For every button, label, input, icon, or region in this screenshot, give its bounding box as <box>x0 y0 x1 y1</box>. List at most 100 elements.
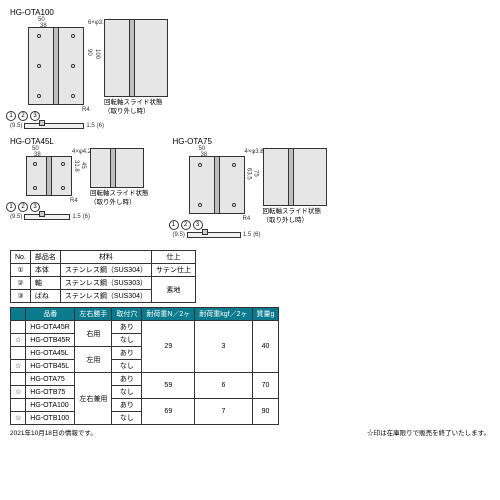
spec-cell: 29 <box>142 321 195 373</box>
hinge-slide-ota75 <box>263 148 327 206</box>
mat-cell: 素地 <box>151 277 195 303</box>
mat-cell: ③ <box>11 290 31 303</box>
mat-cell: サテン仕上 <box>151 264 195 277</box>
spec-cell: 7 <box>195 399 252 425</box>
hinge-front-ota100 <box>28 27 84 105</box>
spec-cell: HG-OTA75 <box>26 373 75 386</box>
spec-header: 質量g <box>252 308 279 321</box>
side-b: (6) <box>253 232 260 238</box>
spec-header <box>11 308 26 321</box>
spec-header: 耐荷重N／2ヶ <box>142 308 195 321</box>
spec-cell: 70 <box>252 373 279 399</box>
spec-cell <box>11 321 26 334</box>
spec-cell: HG-OTA45L <box>26 347 75 360</box>
callout-2: 2 <box>18 202 28 212</box>
mat-cell: 軸 <box>30 277 60 290</box>
mat-cell: ステンレス鋼（SUS304） <box>60 264 151 277</box>
callouts-ota75: 1 2 3 <box>169 220 203 230</box>
mat-cell: ② <box>11 277 31 290</box>
hinge-front-ota75 <box>189 156 245 214</box>
side-view-ota75: (9.5) 1.5 (6) <box>173 232 327 238</box>
side-a: (9.5) <box>10 214 22 220</box>
spec-cell: 3 <box>195 321 252 373</box>
dim-w2: 38 <box>34 152 41 158</box>
spec-header: 耐荷重kgf／2ヶ <box>195 308 252 321</box>
mat-header: 仕上 <box>151 251 195 264</box>
spec-cell: ☆ <box>11 412 26 425</box>
spec-header: 取付穴 <box>112 308 142 321</box>
callout-1: 1 <box>6 202 16 212</box>
callouts-ota100: 1 2 3 <box>6 111 40 121</box>
spec-cell: なし <box>112 412 142 425</box>
spec-cell <box>11 399 26 412</box>
spec-cell: HG-OTB45L <box>26 360 75 373</box>
spec-header: 品番 <box>26 308 75 321</box>
spec-cell: 69 <box>142 399 195 425</box>
side-t: 1.5 <box>72 214 80 220</box>
section-ota100: HG-OTA100 50 38 6×φ3.8穴 100 90 R4 1 2 3 <box>10 8 490 129</box>
spec-cell: HG-OTA100 <box>26 399 75 412</box>
spec-cell: あり <box>112 347 142 360</box>
mat-cell: ステンレス鋼（SUS304） <box>60 290 151 303</box>
hinge-front-ota45l <box>26 156 72 196</box>
spec-cell: ☆ <box>11 386 26 399</box>
spec-cell <box>11 373 26 386</box>
dim-r: R4 <box>243 216 251 222</box>
material-table: No.部品名材料仕上 ①本体ステンレス鋼（SUS304）サテン仕上 ②軸ステンレス… <box>10 250 196 303</box>
dim-h: 100 <box>94 49 100 59</box>
dim-h: 75 <box>253 170 259 177</box>
spec-cell: HG-OTB75 <box>26 386 75 399</box>
slide-label-a: 回転軸スライド状態 <box>104 99 168 106</box>
spec-cell: 59 <box>142 373 195 399</box>
section-ota75: HG-OTA75 50 38 4×φ3.8穴 75 63.5 R4 1 <box>173 137 327 238</box>
hinge-slide-ota100 <box>104 19 168 97</box>
spec-cell: 右用 <box>75 321 112 347</box>
spec-cell: HG-OTB45R <box>26 334 75 347</box>
side-a: (9.5) <box>173 232 185 238</box>
spec-cell: ☆ <box>11 360 26 373</box>
product-title: HG-OTA45L <box>10 137 149 146</box>
product-title: HG-OTA100 <box>10 8 490 17</box>
spec-cell: なし <box>112 360 142 373</box>
footnote-date: 2021年10月18日の情報です。 <box>10 427 97 437</box>
spec-cell: 90 <box>252 399 279 425</box>
slide-label-a: 回転軸スライド状態 <box>263 208 327 215</box>
mat-cell: ① <box>11 264 31 277</box>
dim-w2: 38 <box>201 152 208 158</box>
spec-cell: あり <box>112 321 142 334</box>
spec-cell <box>11 347 26 360</box>
spec-cell: 左右兼用 <box>75 373 112 425</box>
side-t: 1.5 <box>86 123 94 129</box>
spec-cell: あり <box>112 373 142 386</box>
side-view-ota45l: (9.5) 1.5 (6) <box>10 214 149 220</box>
dim-r: R4 <box>82 107 90 113</box>
spec-cell: HG-OTB100 <box>26 412 75 425</box>
dim-r: R4 <box>70 198 78 204</box>
slide-label-a: 回転軸スライド状態 <box>90 190 149 197</box>
spec-cell: あり <box>112 399 142 412</box>
mat-cell: 本体 <box>30 264 60 277</box>
mat-header: 部品名 <box>30 251 60 264</box>
mat-cell: ステンレス鋼（SUS303） <box>60 277 151 290</box>
section-ota45l: HG-OTA45L 50 38 4×φ4.2穴 45 31.8 R4 1 <box>10 137 149 220</box>
mat-header: 材料 <box>60 251 151 264</box>
spec-cell: 40 <box>252 321 279 373</box>
callout-2: 2 <box>18 111 28 121</box>
spec-cell: 左用 <box>75 347 112 373</box>
dim-h2: 90 <box>86 49 92 56</box>
spec-header: 左右勝手 <box>75 308 112 321</box>
side-view-ota100: (9.5) 1.5 (6) <box>10 123 490 129</box>
slide-label-b: （取り外し時） <box>104 108 168 115</box>
callout-2: 2 <box>181 220 191 230</box>
spec-cell: ☆ <box>11 334 26 347</box>
product-title: HG-OTA75 <box>173 137 327 146</box>
spec-table: 品番左右勝手取付穴耐荷重N／2ヶ耐荷重kgf／2ヶ質量g HG-OTA45R右用… <box>10 307 279 425</box>
dim-h: 45 <box>80 162 86 169</box>
dim-h2: 63.5 <box>246 168 252 180</box>
side-t: 1.5 <box>243 232 251 238</box>
footnote-star: ☆印は在庫限りで販売を終了いたします。 <box>367 427 490 437</box>
dim-w2: 38 <box>40 23 47 29</box>
mat-header: No. <box>11 251 31 264</box>
side-b: (6) <box>97 123 104 129</box>
spec-cell: 6 <box>195 373 252 399</box>
